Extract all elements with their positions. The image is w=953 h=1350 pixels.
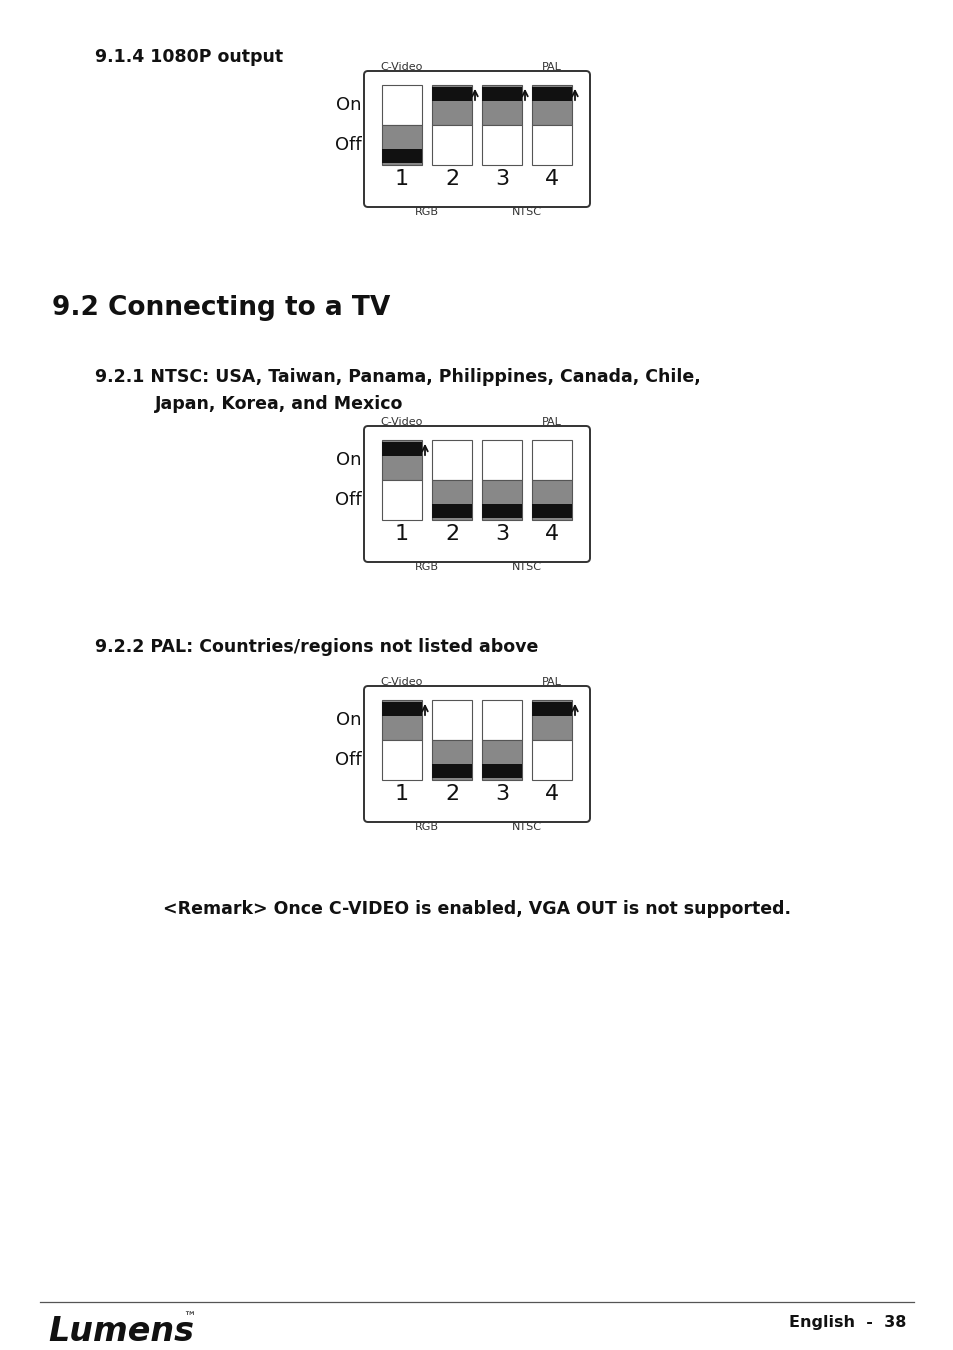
Text: 2: 2 xyxy=(444,784,458,805)
Bar xyxy=(381,126,421,165)
Bar xyxy=(481,440,521,481)
Bar xyxy=(381,441,421,456)
Text: English  -  38: English - 38 xyxy=(788,1315,905,1330)
Text: NTSC: NTSC xyxy=(512,207,541,217)
Bar xyxy=(381,740,421,780)
Bar xyxy=(532,504,572,518)
Text: ™: ™ xyxy=(183,1311,195,1324)
Text: Off: Off xyxy=(335,491,361,509)
Bar xyxy=(381,701,421,740)
Text: NTSC: NTSC xyxy=(512,562,541,572)
Bar xyxy=(432,126,472,165)
Bar xyxy=(381,481,421,520)
Text: Japan, Korea, and Mexico: Japan, Korea, and Mexico xyxy=(154,396,403,413)
Text: C-Video: C-Video xyxy=(380,676,423,687)
Bar xyxy=(532,126,572,165)
Bar xyxy=(432,85,472,126)
Bar xyxy=(481,86,521,101)
Bar xyxy=(532,481,572,520)
Text: 9.2.1 NTSC: USA, Taiwan, Panama, Philippines, Canada, Chile,: 9.2.1 NTSC: USA, Taiwan, Panama, Philipp… xyxy=(95,369,700,386)
FancyBboxPatch shape xyxy=(364,686,589,822)
Text: 3: 3 xyxy=(495,524,509,544)
Text: RGB: RGB xyxy=(415,207,438,217)
Text: 4: 4 xyxy=(544,784,558,805)
FancyBboxPatch shape xyxy=(364,72,589,207)
Text: 2: 2 xyxy=(444,169,458,189)
Text: 1: 1 xyxy=(395,169,409,189)
Bar xyxy=(432,86,472,101)
Bar xyxy=(432,440,472,481)
Bar xyxy=(481,504,521,518)
Bar xyxy=(381,148,421,163)
Text: RGB: RGB xyxy=(415,822,438,832)
Text: <Remark> Once C-VIDEO is enabled, VGA OUT is not supported.: <Remark> Once C-VIDEO is enabled, VGA OU… xyxy=(163,900,790,918)
Bar xyxy=(481,740,521,780)
Bar xyxy=(532,440,572,481)
Bar xyxy=(532,86,572,101)
Text: 4: 4 xyxy=(544,524,558,544)
Text: 3: 3 xyxy=(495,169,509,189)
Bar xyxy=(432,504,472,518)
Text: PAL: PAL xyxy=(541,62,561,72)
Bar xyxy=(481,701,521,740)
Text: 4: 4 xyxy=(544,169,558,189)
Text: C-Video: C-Video xyxy=(380,417,423,427)
Bar xyxy=(432,740,472,780)
Text: Off: Off xyxy=(335,136,361,154)
Bar xyxy=(432,701,472,740)
Text: PAL: PAL xyxy=(541,676,561,687)
Text: Off: Off xyxy=(335,751,361,769)
Bar xyxy=(481,481,521,520)
Text: On: On xyxy=(336,96,361,113)
Text: On: On xyxy=(336,711,361,729)
Bar xyxy=(381,440,421,481)
Bar xyxy=(532,702,572,716)
Text: Lumens: Lumens xyxy=(48,1315,193,1349)
Text: C-Video: C-Video xyxy=(380,62,423,72)
Bar xyxy=(432,764,472,778)
Text: 9.2.2 PAL: Countries/regions not listed above: 9.2.2 PAL: Countries/regions not listed … xyxy=(95,639,537,656)
Text: 9.2 Connecting to a TV: 9.2 Connecting to a TV xyxy=(52,296,390,321)
Text: 2: 2 xyxy=(444,524,458,544)
Text: PAL: PAL xyxy=(541,417,561,427)
Bar xyxy=(532,85,572,126)
Bar xyxy=(381,702,421,716)
Bar xyxy=(532,701,572,740)
FancyBboxPatch shape xyxy=(364,427,589,562)
Bar xyxy=(381,85,421,126)
Text: 1: 1 xyxy=(395,524,409,544)
Bar xyxy=(532,740,572,780)
Text: On: On xyxy=(336,451,361,468)
Text: 1: 1 xyxy=(395,784,409,805)
Bar xyxy=(481,764,521,778)
Bar xyxy=(481,126,521,165)
Bar xyxy=(481,85,521,126)
Text: NTSC: NTSC xyxy=(512,822,541,832)
Text: 3: 3 xyxy=(495,784,509,805)
Bar xyxy=(432,481,472,520)
Text: RGB: RGB xyxy=(415,562,438,572)
Text: 9.1.4 1080P output: 9.1.4 1080P output xyxy=(95,49,283,66)
